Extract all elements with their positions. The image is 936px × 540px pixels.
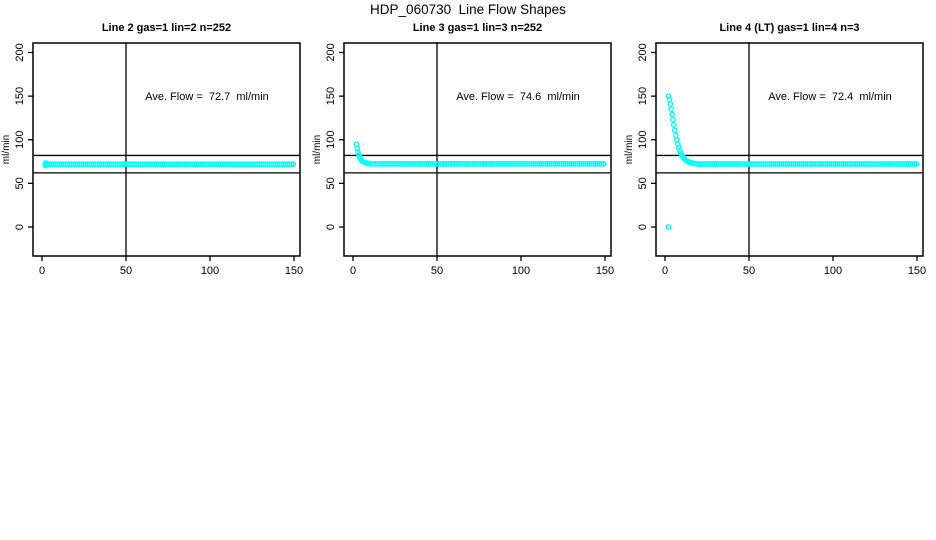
data-point: [665, 224, 672, 230]
data-point: [672, 132, 679, 139]
data-point: [353, 141, 360, 147]
data-point: [600, 161, 607, 167]
plot-group: 0 50 100 150 0 50 100 150 200 ml/min: [312, 42, 614, 277]
x-tick-label: 100: [201, 265, 219, 277]
data-point: [290, 161, 297, 168]
y-tick-label: 200: [325, 43, 337, 61]
plot-group: 0 50 100 150 0 50 100 150 200 ml/min: [624, 42, 926, 277]
x-tick-label: 0: [39, 265, 45, 277]
x-tick-label: 100: [824, 265, 842, 277]
x-tick-label: 50: [743, 265, 755, 277]
data-point: [911, 161, 918, 167]
y-tick-label: 0: [14, 224, 26, 230]
ave-flow-annotation: Ave. Flow = 72.7 ml/min: [145, 91, 269, 103]
y-tick-label: 150: [325, 87, 337, 105]
y-tick-label: 0: [325, 224, 337, 230]
plot-box: [343, 42, 612, 257]
x-tick-label: 150: [908, 265, 926, 277]
y-tick-label: 150: [14, 87, 26, 105]
plot-area: 0 50 100 150 0 50 100 150 200 ml/min: [624, 42, 926, 277]
y-tick-label: 100: [14, 131, 26, 149]
y-tick-label: 0: [637, 224, 649, 230]
data-point: [598, 161, 605, 167]
panel-title: Line 3 gas=1 lin=3 n=252: [412, 22, 543, 34]
plot-box: [655, 42, 924, 257]
x-tick-label: 100: [512, 265, 530, 277]
data-point: [676, 147, 683, 154]
x-tick-label: 150: [285, 265, 303, 277]
data-point: [668, 106, 675, 113]
y-axis-label: ml/min: [1, 135, 12, 164]
data-points: [665, 93, 920, 230]
data-point: [675, 144, 682, 151]
data-point: [667, 101, 674, 107]
data-point: [913, 161, 920, 167]
data-points: [353, 141, 607, 167]
panel-title: Line 4 (LT) gas=1 lin=4 n=3: [719, 22, 860, 34]
data-points: [42, 160, 297, 169]
x-tick-label: 0: [350, 265, 356, 277]
y-tick-label: 50: [14, 177, 26, 189]
data-point: [288, 161, 295, 168]
data-point: [670, 122, 677, 128]
x-tick-label: 50: [120, 265, 132, 277]
y-axis-label: ml/min: [624, 135, 635, 164]
plot-group: 0 50 100 150 0 50 100 150 200 ml/min: [1, 42, 303, 277]
plot-area: 0 50 100 150 0 50 100 150 200 ml/min: [312, 42, 614, 277]
data-point: [671, 127, 678, 134]
plot-area: 0 50 100 150 0 50 100 150 200 ml/min: [1, 42, 303, 277]
flow-panel-line3: Line 3 gas=1 lin=3 n=252 0 50 100 150 0 50 100…: [311, 20, 624, 295]
flow-panel-line4: Line 4 (LT) gas=1 lin=4 n=3 0 50 100 150 0 50…: [623, 20, 936, 295]
y-tick-label: 200: [637, 43, 649, 61]
y-axis-label: ml/min: [312, 135, 323, 164]
data-point: [355, 149, 361, 155]
ave-flow-annotation: Ave. Flow = 74.6 ml/min: [456, 91, 580, 103]
data-point: [670, 116, 676, 123]
y-tick-label: 100: [637, 131, 649, 149]
data-point: [669, 111, 675, 118]
y-tick-label: 50: [637, 177, 649, 189]
x-tick-label: 0: [662, 265, 668, 277]
y-tick-label: 100: [325, 131, 337, 149]
x-tick-label: 150: [596, 265, 614, 277]
y-tick-label: 50: [325, 177, 337, 189]
data-point: [354, 145, 361, 152]
main-title: HDP_060730 Line Flow Shapes: [370, 2, 566, 17]
x-tick-label: 50: [431, 265, 443, 277]
ave-flow-annotation: Ave. Flow = 72.4 ml/min: [768, 91, 892, 103]
plot-box: [32, 42, 301, 257]
y-tick-label: 200: [14, 43, 26, 61]
panel-title: Line 2 gas=1 lin=2 n=252: [101, 22, 232, 34]
y-tick-label: 150: [637, 87, 649, 105]
flow-panel-line2: Line 2 gas=1 lin=2 n=252 0 50 100 150 0 50 100…: [0, 20, 313, 295]
